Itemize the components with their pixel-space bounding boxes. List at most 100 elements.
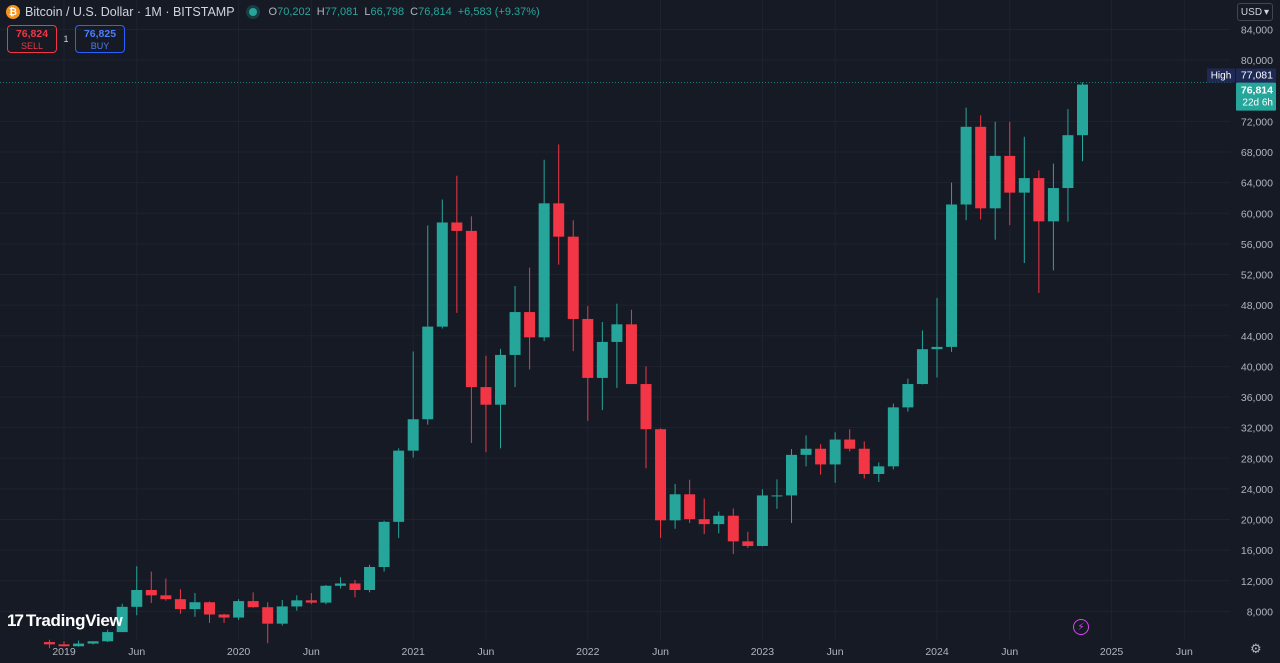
y-tick-label: 64,000 (1241, 178, 1273, 190)
candle-up (189, 593, 201, 617)
y-tick-label: 8,000 (1247, 606, 1273, 618)
sell-button[interactable]: 76,824 SELL (7, 25, 57, 53)
symbol-title[interactable]: Bitcoin / U.S. Dollar · 1M · BITSTAMP (25, 5, 235, 19)
candle-body (480, 387, 492, 405)
candle-body (916, 349, 928, 385)
candle-body (902, 384, 914, 408)
high-label: H (316, 6, 325, 18)
high-marker-value: 77,081 (1241, 70, 1273, 82)
y-tick-label: 28,000 (1241, 453, 1273, 465)
candle-body (829, 439, 841, 465)
candle-up (596, 322, 608, 411)
candle-body (698, 519, 710, 525)
candle-down (305, 593, 317, 605)
lightning-icon[interactable]: ⚡ (1073, 619, 1089, 635)
candle-up (407, 351, 419, 458)
candle-body (756, 495, 768, 546)
x-tick-label: Jun (128, 646, 145, 658)
x-tick-label: Jun (827, 646, 844, 658)
x-tick-label: 2020 (227, 646, 251, 658)
candle-body (364, 567, 376, 590)
candle-body (800, 448, 812, 455)
chevron-down-icon: ▾ (1264, 6, 1270, 18)
y-tick-label: 36,000 (1241, 392, 1273, 404)
y-tick-label: 52,000 (1241, 270, 1273, 282)
candle-body (276, 606, 288, 624)
candle-body (393, 450, 405, 522)
x-tick-label: 2019 (52, 646, 76, 658)
candle-down (349, 580, 361, 598)
open-label: O (268, 6, 278, 18)
candle-down (218, 613, 230, 623)
candle-up (378, 520, 390, 572)
candle-up (1062, 109, 1074, 222)
candle-up (364, 564, 376, 593)
candle-body (1047, 188, 1059, 222)
candle-up (116, 603, 128, 633)
candle-body (669, 494, 681, 521)
candle-body (87, 641, 99, 644)
y-tick-label: 40,000 (1241, 361, 1273, 373)
currency-select[interactable]: USD ▾ (1237, 3, 1273, 21)
candle-down (640, 366, 652, 469)
ohlc-values: O70,202 H77,081 L66,798 C76,814 +6,583 (… (269, 6, 540, 18)
y-tick-label: 72,000 (1241, 116, 1273, 128)
close-label: C (410, 6, 419, 18)
high-marker-label: High (1211, 71, 1232, 82)
y-tick-label: 20,000 (1241, 515, 1273, 527)
candle-up (233, 599, 245, 620)
candle-body (422, 326, 434, 420)
candle-body (524, 312, 536, 338)
candle-body (102, 632, 114, 642)
y-tick-label: 32,000 (1241, 423, 1273, 435)
high-marker-label-bg (1207, 68, 1235, 83)
x-tick-label: 2021 (402, 646, 426, 658)
candle-up (1018, 136, 1030, 264)
y-tick-label: 12,000 (1241, 576, 1273, 588)
candle-up (756, 489, 768, 547)
candle-up (73, 640, 85, 647)
candle-body (960, 126, 972, 205)
candle-down (247, 592, 259, 608)
y-tick-label: 60,000 (1241, 208, 1273, 220)
candle-body (1018, 178, 1030, 193)
candle-body (262, 607, 274, 624)
candle-body (989, 155, 1001, 209)
x-tick-label: 2022 (576, 646, 600, 658)
candle-body (815, 448, 827, 465)
candle-body (858, 448, 870, 474)
candle-down (160, 578, 172, 601)
y-tick-label: 56,000 (1241, 239, 1273, 251)
candle-down (43, 639, 55, 649)
y-tick-label: 48,000 (1241, 300, 1273, 312)
gear-icon[interactable]: ⚙ (1250, 641, 1262, 656)
x-tick-label: Jun (652, 646, 669, 658)
candle-body (946, 204, 958, 347)
buy-button[interactable]: 76,825 BUY (75, 25, 125, 53)
time-axis: 2019 Jun 2020 Jun 2021 Jun 2022 Jun 2023 Jun 2024 J… (52, 646, 1193, 658)
candle-body (786, 454, 797, 496)
buy-price: 76,825 (83, 28, 117, 40)
change-value: +6,583 (+9.37%) (457, 6, 540, 18)
candle-body (247, 601, 259, 608)
candle-body (553, 203, 565, 237)
buy-label: BUY (90, 41, 110, 51)
candle-down (204, 601, 215, 623)
candle-body (305, 600, 317, 603)
candle-body (291, 600, 303, 607)
tradingview-icon: 17 (7, 611, 24, 630)
trade-panel: 76,824 SELL 1 76,825 BUY (7, 25, 125, 53)
candle-body (320, 585, 332, 603)
candle-body (436, 222, 448, 327)
candle-body (742, 541, 754, 546)
y-tick-label: 84,000 (1241, 25, 1273, 37)
candle-up (989, 121, 1001, 240)
low-value: 66,798 (370, 6, 405, 18)
candle-body (131, 589, 143, 607)
candle-body (596, 341, 608, 378)
candle-body (975, 126, 987, 209)
candle-body (1062, 135, 1074, 189)
candle-body (873, 466, 885, 474)
tradingview-logo[interactable]: 17 TradingView (7, 611, 123, 631)
